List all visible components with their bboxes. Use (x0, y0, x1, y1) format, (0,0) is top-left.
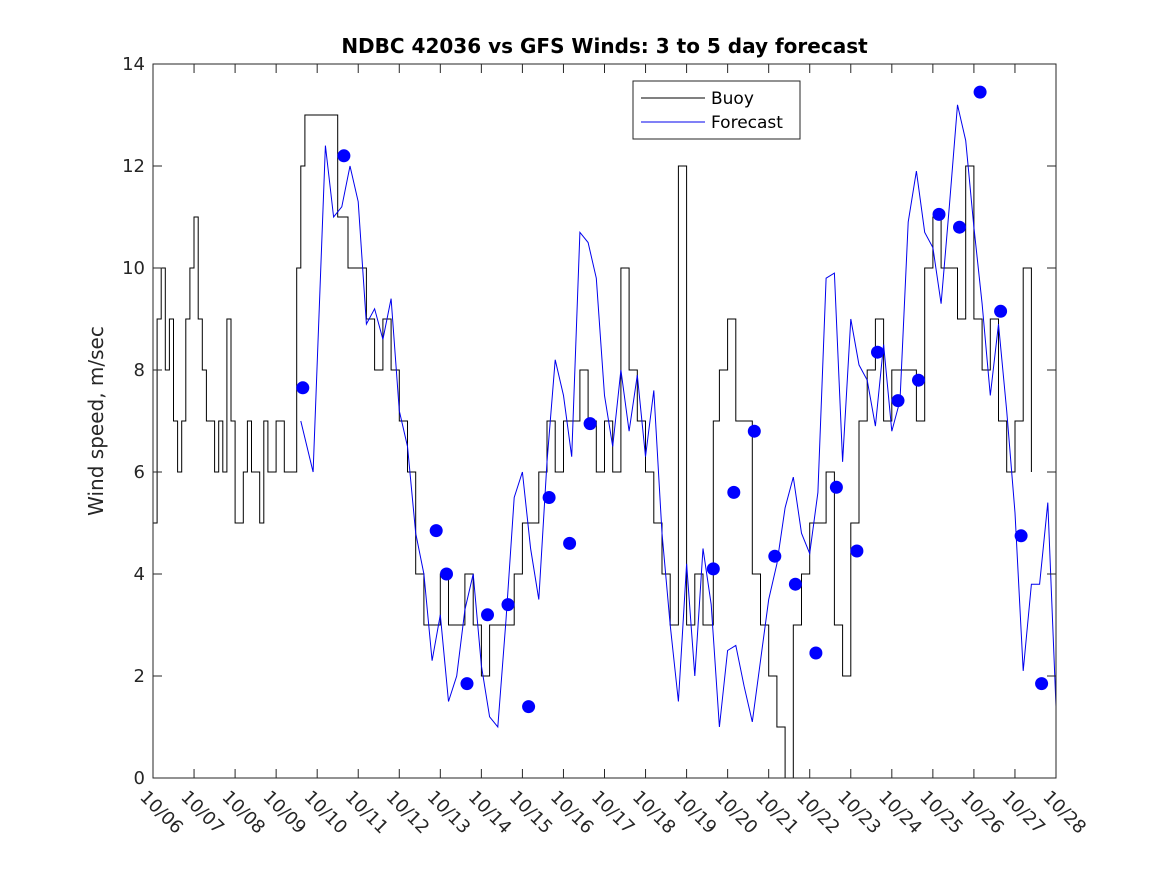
forecast-point (440, 567, 453, 581)
marker-layer (296, 85, 1049, 714)
forecast-point (706, 562, 720, 576)
forecast-point (953, 220, 966, 234)
forecast-point (788, 577, 802, 591)
forecast-point (542, 491, 556, 504)
y-axis-label: Wind speed, m/sec (84, 326, 108, 516)
forecast-point (1035, 677, 1049, 691)
y-tick-label: 6 (134, 462, 145, 483)
y-tick-label: 12 (122, 156, 145, 177)
legend: Buoy Forecast (632, 80, 801, 140)
legend-box (632, 80, 801, 140)
forecast-line (300, 104, 1057, 729)
y-tick-label: 0 (134, 768, 145, 789)
forecast-point (912, 373, 925, 387)
forecast-point (994, 304, 1008, 318)
axes-box (152, 63, 1057, 779)
forecast-point (850, 544, 864, 558)
forecast-point (1014, 529, 1028, 543)
forecast-point (522, 700, 536, 714)
y-tick-label: 14 (122, 54, 145, 75)
chart-title: NDBC 42036 vs GFS Winds: 3 to 5 day fore… (341, 34, 868, 58)
forecast-point (429, 524, 443, 538)
buoy-line (153, 114, 1032, 779)
forecast-point (973, 85, 987, 99)
y-tick-label: 4 (134, 564, 145, 585)
forecast-point (481, 608, 494, 622)
forecast-point (768, 549, 782, 563)
forecast-point (727, 485, 741, 499)
legend-label-buoy: Buoy (711, 89, 754, 109)
forecast-point (809, 646, 823, 660)
y-tick-label: 10 (122, 258, 145, 279)
forecast-point (337, 149, 351, 163)
forecast-point (460, 677, 474, 691)
forecast-point (932, 207, 946, 221)
forecast-point (891, 394, 905, 408)
series-layer (153, 104, 1057, 779)
forecast-point (583, 417, 597, 431)
forecast-point (747, 424, 761, 438)
forecast-point (829, 480, 843, 494)
forecast-point (501, 598, 515, 612)
y-tick-label: 8 (134, 360, 145, 381)
forecast-point (296, 381, 310, 395)
y-tick-label: 2 (134, 666, 145, 687)
legend-label-forecast: Forecast (711, 113, 783, 133)
forecast-point (871, 345, 884, 359)
forecast-point (563, 536, 577, 550)
